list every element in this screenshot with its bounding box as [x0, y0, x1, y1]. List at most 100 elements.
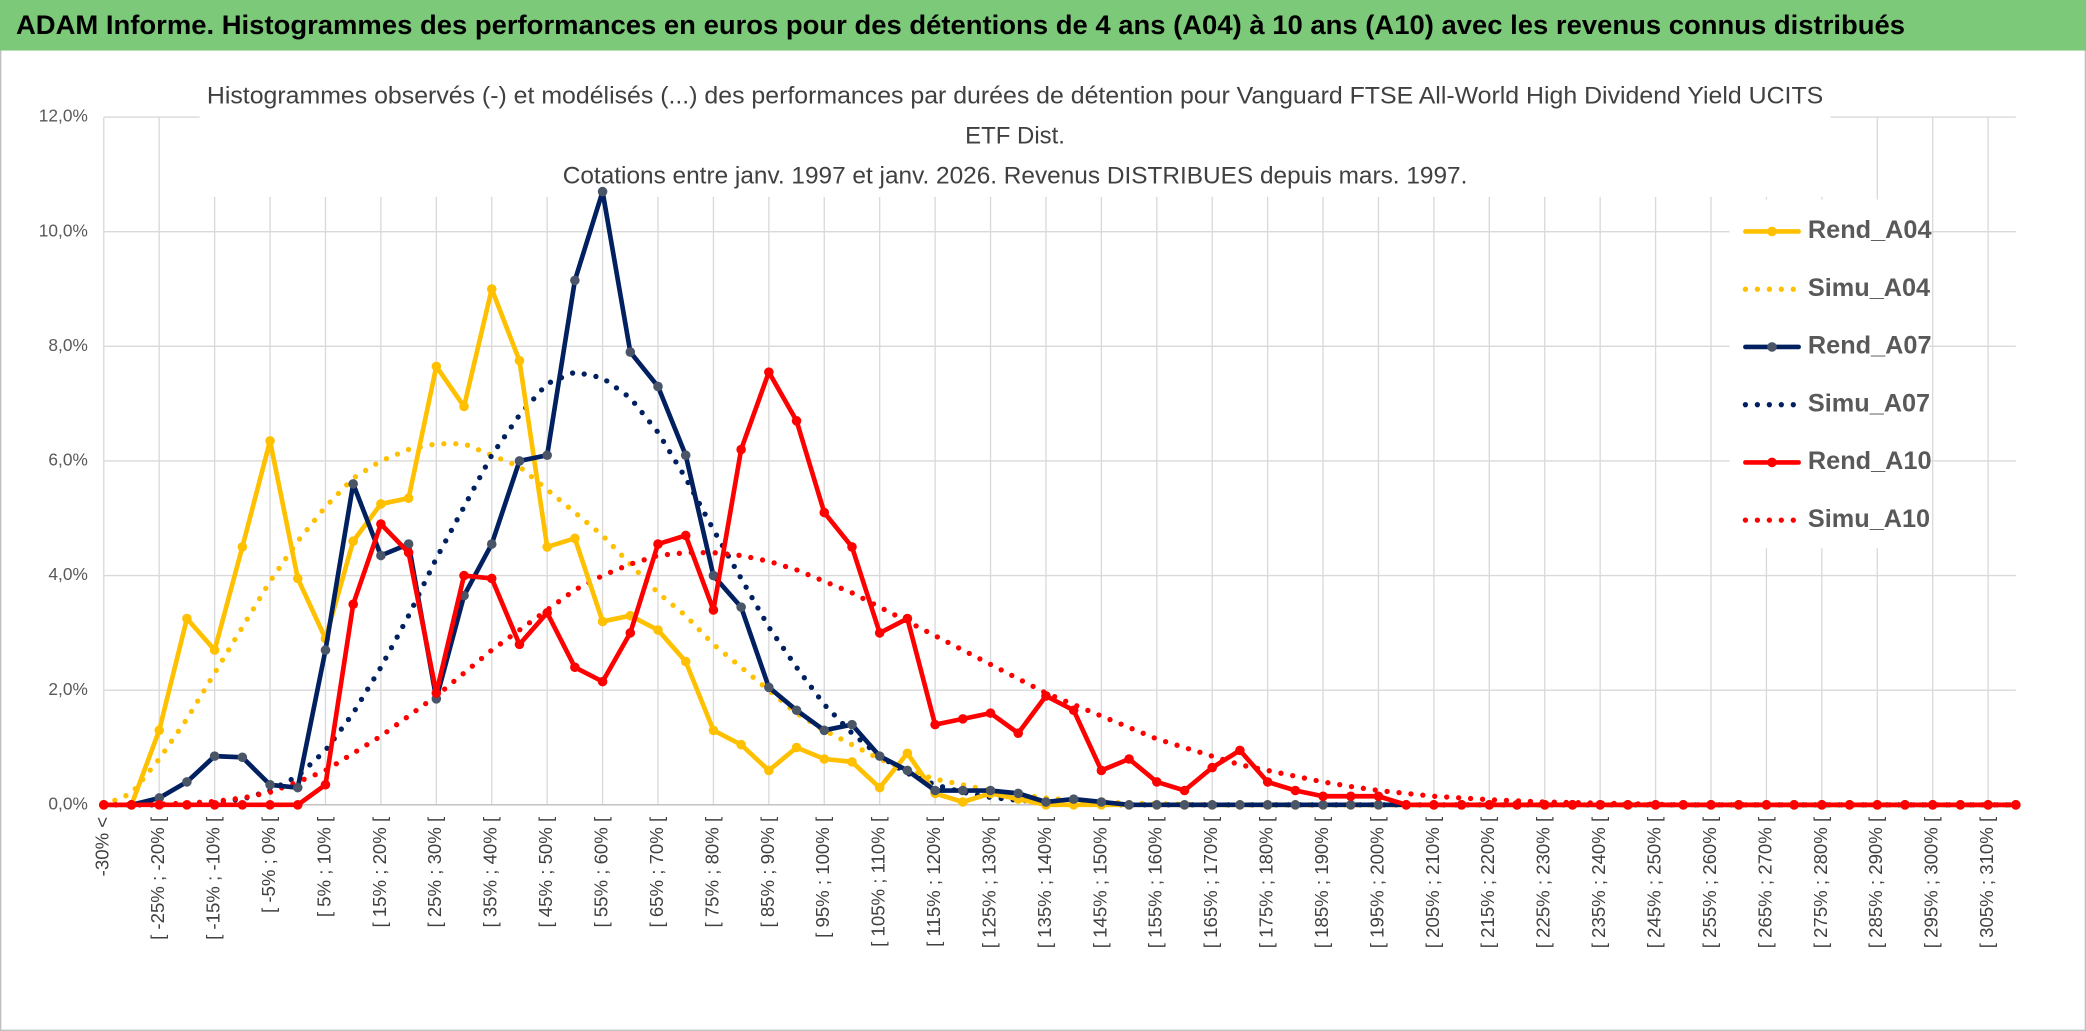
marker — [1179, 800, 1190, 810]
x-tick-label: [ 285% ; 290% [ — [1865, 816, 1886, 948]
marker — [292, 782, 303, 793]
marker — [791, 705, 802, 716]
marker — [182, 800, 192, 810]
legend-label: Rend_A04 — [1808, 216, 1932, 244]
marker — [237, 752, 248, 763]
marker — [653, 381, 663, 392]
legend-label: Rend_A07 — [1808, 332, 1932, 360]
x-tick-label: [ 265% ; 270% [ — [1754, 816, 1775, 948]
x-tick-label: [ 75% ; 80% [ — [701, 816, 722, 928]
marker — [2011, 800, 2021, 810]
marker — [1595, 800, 1605, 810]
marker — [791, 742, 802, 753]
marker — [902, 748, 913, 759]
marker — [653, 539, 663, 549]
x-tick-label: [ 115% ; 120% [ — [923, 816, 944, 947]
marker — [486, 539, 497, 549]
marker — [680, 656, 691, 667]
legend-marker — [1767, 226, 1777, 237]
y-tick-label: 6,0% — [48, 450, 87, 470]
marker — [99, 800, 109, 810]
marker — [1096, 765, 1107, 776]
marker — [1124, 800, 1134, 810]
marker — [1623, 800, 1633, 810]
marker — [1429, 800, 1439, 810]
marker — [736, 602, 746, 612]
marker — [1927, 800, 1938, 810]
legend-marker — [1767, 342, 1777, 352]
banner-bg — [0, 0, 2086, 51]
x-tick-label: [ 125% ; 130% [ — [978, 816, 999, 948]
x-tick-label: [ 215% ; 220% [ — [1477, 816, 1498, 948]
marker — [1539, 800, 1550, 810]
marker — [376, 499, 386, 509]
marker — [597, 186, 608, 197]
marker — [154, 725, 165, 736]
marker — [902, 765, 913, 776]
marker — [958, 714, 968, 724]
x-tick-label: [ 275% ; 280% [ — [1810, 816, 1831, 948]
marker — [764, 367, 774, 377]
marker — [570, 275, 580, 286]
marker — [403, 493, 414, 504]
marker — [514, 456, 525, 466]
x-tick-label: [ 135% ; 140% [ — [1034, 816, 1055, 948]
marker — [209, 751, 220, 761]
marker — [958, 797, 968, 807]
marker — [1013, 728, 1024, 738]
marker — [736, 739, 746, 750]
marker — [403, 539, 414, 549]
marker — [182, 613, 192, 624]
x-tick-label: [ 235% ; 240% [ — [1588, 816, 1609, 948]
marker — [542, 608, 552, 618]
x-tick-label: [ 185% ; 190% [ — [1311, 816, 1332, 948]
marker — [209, 800, 220, 810]
legend-label: Simu_A10 — [1808, 505, 1930, 533]
marker — [154, 793, 165, 803]
x-tick-label: [ 195% ; 200% [ — [1366, 816, 1387, 948]
legend-bg — [1729, 199, 1929, 549]
y-tick-label: 8,0% — [48, 335, 87, 355]
marker — [1068, 794, 1079, 804]
marker — [1345, 800, 1356, 810]
marker — [1373, 791, 1384, 802]
marker — [237, 542, 248, 552]
marker — [459, 401, 469, 412]
marker — [237, 800, 248, 810]
marker — [1318, 800, 1328, 810]
x-tick-label: [ 205% ; 210% [ — [1422, 816, 1443, 948]
marker — [1650, 800, 1661, 810]
y-tick-label: 0,0% — [48, 793, 87, 813]
x-tick-label: [ 295% ; 300% [ — [1921, 816, 1942, 948]
x-tick-label: [ 15% ; 20% [ — [369, 816, 390, 928]
marker — [1567, 800, 1578, 810]
marker — [1235, 800, 1245, 810]
marker — [403, 547, 414, 558]
marker — [486, 284, 497, 294]
marker — [847, 757, 857, 767]
marker — [874, 782, 885, 793]
marker — [348, 479, 358, 489]
legend-label: Rend_A10 — [1808, 447, 1932, 475]
x-tick-label: [ 145% ; 150% [ — [1089, 816, 1110, 948]
x-tick-label: [ 245% ; 250% [ — [1644, 816, 1665, 948]
x-tick-label: [ 5% ; 10% [ — [313, 816, 334, 917]
marker — [1512, 800, 1522, 810]
marker — [126, 800, 137, 810]
marker — [1345, 791, 1356, 802]
marker — [1235, 745, 1245, 756]
marker — [1955, 800, 1966, 810]
x-tick-label: [ 105% ; 110% [ — [868, 816, 889, 947]
marker — [1706, 800, 1716, 810]
marker — [1152, 800, 1162, 810]
marker — [209, 645, 220, 655]
x-tick-label: [ 225% ; 230% [ — [1533, 816, 1554, 948]
marker — [1678, 800, 1689, 810]
marker — [708, 570, 719, 581]
legend-label: Simu_A04 — [1808, 274, 1930, 302]
x-tick-label: [ 45% ; 50% [ — [535, 816, 556, 928]
marker — [902, 613, 913, 624]
marker — [819, 725, 830, 736]
marker — [1013, 788, 1024, 799]
